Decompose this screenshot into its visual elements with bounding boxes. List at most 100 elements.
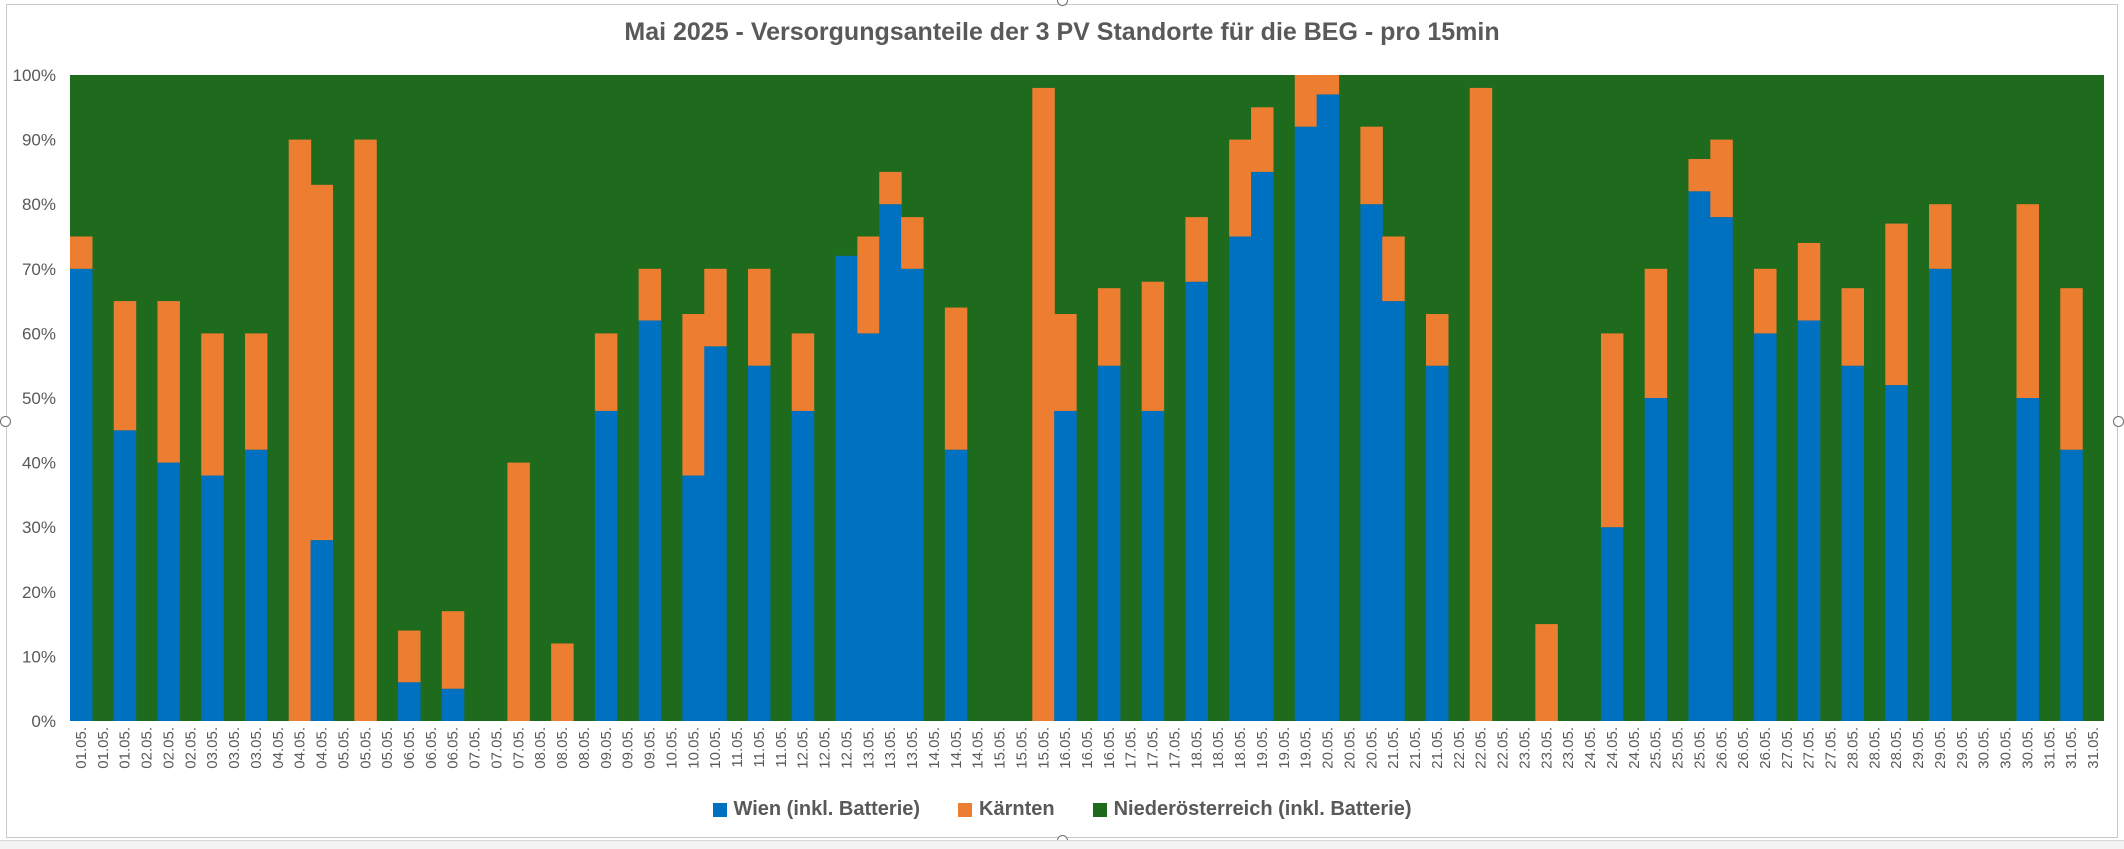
bar-kaernten [682,314,705,476]
x-tick-label: 30.05. [1998,727,2015,769]
x-tick-label: 31.05. [2041,727,2058,769]
x-tick-label: 10.05. [664,727,681,769]
bar-kaernten [1929,204,1952,269]
x-tick-label: 22.05. [1451,727,1468,769]
y-tick-label: 30% [22,518,56,537]
x-tick-label: 16.05. [1057,727,1074,769]
x-tick-label: 01.05. [117,727,134,769]
bar-kaernten [638,268,662,321]
x-tick-label: 23.05. [1560,727,1577,769]
bar-wien [835,255,858,721]
bar-wien [1382,301,1405,721]
bar-kaernten [441,611,465,689]
x-tick-label: 16.05. [1101,727,1118,769]
x-tick-label: 15.05. [1013,727,1030,769]
x-tick-label: 01.05. [73,727,90,769]
bar-kaernten [857,236,880,334]
x-tick-label: 28.05. [1866,727,1883,769]
bar-wien [1885,385,1908,721]
legend-label-noe: Niederösterreich (inkl. Batterie) [1113,798,1412,820]
x-tick-label: 14.05. [970,727,987,769]
bar-kaernten [1535,624,1558,721]
bar-wien [704,346,727,721]
x-tick-label: 13.05. [882,727,899,769]
bar-wien [244,449,268,721]
x-tick-label: 14.05. [926,727,943,769]
x-tick-label: 14.05. [948,727,965,769]
x-tick-label: 05.05. [357,727,374,769]
bar-kaernten [1688,158,1711,192]
x-tick-label: 12.05. [795,727,812,769]
x-tick-label: 18.05. [1210,727,1227,769]
legend: Wien (inkl. Batterie) Kärnten Niederöste… [0,798,2124,821]
x-tick-label: 06.05. [401,727,418,769]
x-tick-label: 02.05. [182,727,199,769]
x-tick-label: 22.05. [1495,727,1512,769]
x-tick-label: 24.05. [1604,727,1621,769]
worksheet-strip [0,840,2124,849]
bar-wien [1754,333,1777,721]
x-tick-label: 15.05. [992,727,1009,769]
x-tick-label: 05.05. [379,727,396,769]
x-tick-label: 12.05. [817,727,834,769]
legend-swatch-noe [1092,802,1107,817]
bar-wien [1426,365,1449,721]
bar-kaernten [879,171,902,205]
resize-handle-left[interactable] [0,416,11,427]
x-tick-label: 27.05. [1779,727,1796,769]
x-tick-label: 18.05. [1232,727,1249,769]
y-tick-label: 0% [31,712,56,731]
y-tick-label: 10% [22,647,56,666]
x-tick-label: 25.05. [1691,727,1708,769]
bar-wien [201,475,224,721]
bar-wien [944,449,968,721]
bar-wien [1688,191,1711,721]
bar-wien [879,204,902,721]
chart-title: Mai 2025 - Versorgungsanteile der 3 PV S… [624,18,1500,46]
x-tick-label: 04.05. [270,727,287,769]
x-tick-label: 26.05. [1757,727,1774,769]
bar-kaernten [2060,288,2083,450]
x-tick-label: 19.05. [1276,727,1293,769]
x-tick-label: 17.05. [1123,727,1140,769]
bar-kaernten [1141,281,1165,411]
bar-kaernten [1797,242,1821,321]
bar-kaernten [1754,268,1777,334]
x-tick-label: 04.05. [314,727,331,769]
x-tick-label: 13.05. [860,727,877,769]
y-tick-label: 60% [22,324,56,343]
x-tick-label: 06.05. [423,727,440,769]
bar-kaernten [1710,139,1733,218]
bar-wien [157,462,180,721]
bar-kaernten [2016,204,2039,398]
bar-wien [1229,236,1252,721]
bar-kaernten [901,217,924,269]
bar-kaernten [70,236,93,269]
x-tick-label: 27.05. [1801,727,1818,769]
bar-kaernten [1229,139,1252,237]
legend-swatch-wien [712,802,727,817]
bar-wien [1294,126,1318,722]
x-tick-label: 19.05. [1254,727,1271,769]
bar-wien [1141,410,1165,721]
x-tick-label: 05.05. [335,727,352,769]
bar-kaernten [244,333,268,450]
x-tick-label: 03.05. [248,727,265,769]
bar-kaernten [1600,333,1624,528]
bar-wien [398,682,421,721]
x-tick-label: 31.05. [2063,727,2080,769]
bar-wien [1710,217,1733,721]
x-tick-label: 08.05. [576,727,593,769]
x-tick-label: 20.05. [1363,727,1380,769]
bar-kaernten [1841,288,1865,366]
bar-kaernten [354,139,377,722]
y-tick-label: 100% [13,66,56,85]
x-tick-label: 18.05. [1188,727,1205,769]
x-tick-label: 02.05. [160,727,177,769]
x-tick-label: 29.05. [1910,727,1927,769]
bar-wien [1316,94,1340,721]
bar-kaernten [113,301,137,431]
x-tick-label: 28.05. [1888,727,1905,769]
x-tick-label: 29.05. [1932,727,1949,769]
